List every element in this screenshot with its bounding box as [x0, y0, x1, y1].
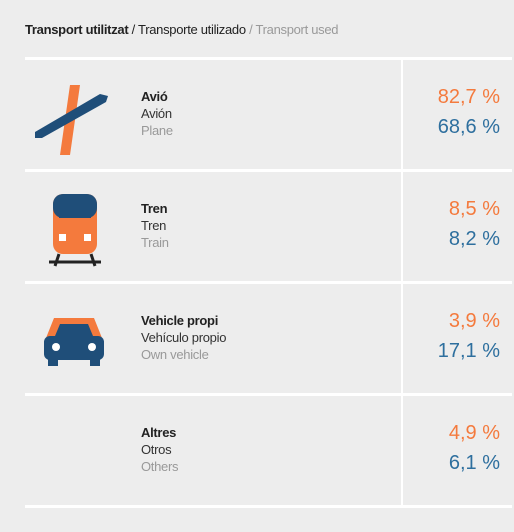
label-es: Avión: [141, 106, 172, 121]
column-divider: [401, 60, 403, 506]
percent-group: 3,9 % 17,1 %: [438, 306, 500, 366]
label-ca: Altres: [141, 425, 177, 440]
divider: [25, 57, 512, 60]
percent-bottom: 68,6 %: [437, 116, 500, 138]
plane-icon: [35, 85, 108, 155]
header-en: / Transport used: [249, 22, 339, 37]
label-group: Vehicle propi Vehículo propio Own vehicle: [141, 312, 226, 363]
label-ca: Avió: [141, 89, 168, 104]
divider: [25, 281, 512, 284]
header: Transport utilitzat / Transporte utiliza…: [25, 22, 339, 37]
percent-top: 4,9 %: [448, 422, 500, 444]
label-en: Own vehicle: [141, 347, 209, 362]
percent-top: 8,5 %: [448, 198, 500, 220]
percent-group: 82,7 % 68,6 %: [438, 82, 500, 142]
percent-group: 4,9 % 6,1 %: [449, 418, 500, 478]
divider: [25, 505, 512, 508]
percent-bottom: 6,1 %: [448, 452, 500, 474]
label-en: Train: [141, 235, 169, 250]
divider: [25, 393, 512, 396]
percent-top: 82,7 %: [437, 86, 500, 108]
label-es: Otros: [141, 442, 172, 457]
label-group: Tren Tren Train: [141, 200, 169, 251]
header-ca: Transport utilitzat: [25, 22, 129, 37]
label-ca: Tren: [141, 201, 168, 216]
divider: [25, 169, 512, 172]
label-en: Plane: [141, 123, 173, 138]
percent-bottom: 8,2 %: [448, 228, 500, 250]
label-es: Vehículo propio: [141, 330, 227, 345]
label-group: Avió Avión Plane: [141, 88, 173, 139]
header-es: / Transporte utilizado: [131, 22, 246, 37]
label-ca: Vehicle propi: [141, 313, 219, 328]
percent-top: 3,9 %: [448, 310, 500, 332]
car-icon: [44, 318, 104, 366]
label-group: Altres Otros Others: [141, 424, 179, 475]
label-es: Tren: [141, 218, 167, 233]
percent-group: 8,5 % 8,2 %: [449, 194, 500, 254]
percent-bottom: 17,1 %: [437, 340, 500, 362]
label-en: Others: [141, 459, 179, 474]
train-icon: [49, 194, 101, 267]
